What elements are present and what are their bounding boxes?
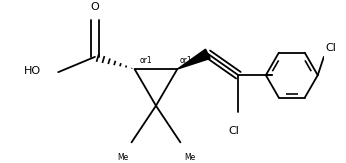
Text: O: O	[91, 1, 99, 12]
Text: Cl: Cl	[228, 126, 239, 136]
Polygon shape	[177, 49, 210, 69]
Text: HO: HO	[24, 66, 42, 76]
Text: Cl: Cl	[325, 43, 336, 53]
Text: Me: Me	[117, 153, 128, 162]
Text: or1: or1	[180, 56, 192, 65]
Text: or1: or1	[140, 56, 153, 65]
Text: Me: Me	[184, 153, 195, 162]
